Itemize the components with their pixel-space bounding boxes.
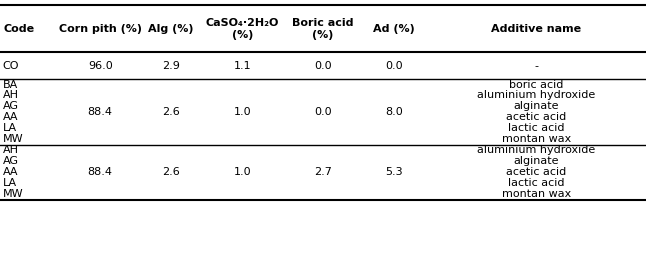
Text: montan wax: montan wax [501, 189, 571, 199]
Text: AA: AA [3, 167, 18, 177]
Text: 0.0: 0.0 [314, 61, 332, 71]
Text: AA: AA [3, 112, 18, 122]
Text: LA: LA [3, 178, 17, 188]
Text: 2.9: 2.9 [162, 61, 180, 71]
Text: 0.0: 0.0 [314, 107, 332, 117]
Text: acetic acid: acetic acid [506, 167, 567, 177]
Text: Additive name: Additive name [491, 24, 581, 34]
Text: acetic acid: acetic acid [506, 112, 567, 122]
Text: 88.4: 88.4 [88, 167, 112, 177]
Text: 8.0: 8.0 [385, 107, 403, 117]
Text: Code: Code [3, 24, 34, 34]
Text: Ad (%): Ad (%) [373, 24, 415, 34]
Text: Boric acid
(%): Boric acid (%) [292, 18, 354, 40]
Text: 2.7: 2.7 [314, 167, 332, 177]
Text: MW: MW [3, 134, 23, 144]
Text: CO: CO [3, 61, 19, 71]
Text: 1.0: 1.0 [233, 167, 251, 177]
Text: alginate: alginate [514, 101, 559, 111]
Text: 0.0: 0.0 [385, 61, 403, 71]
Text: 1.1: 1.1 [233, 61, 251, 71]
Text: -: - [534, 61, 538, 71]
Text: 2.6: 2.6 [162, 107, 180, 117]
Text: BA: BA [3, 80, 18, 90]
Text: AG: AG [3, 101, 19, 111]
Text: 5.3: 5.3 [385, 167, 403, 177]
Text: AG: AG [3, 156, 19, 166]
Text: boric acid: boric acid [509, 80, 563, 90]
Text: montan wax: montan wax [501, 134, 571, 144]
Text: Corn pith (%): Corn pith (%) [59, 24, 141, 34]
Text: 96.0: 96.0 [88, 61, 112, 71]
Text: LA: LA [3, 123, 17, 133]
Text: alginate: alginate [514, 156, 559, 166]
Text: 1.0: 1.0 [233, 107, 251, 117]
Text: Alg (%): Alg (%) [149, 24, 194, 34]
Text: 2.6: 2.6 [162, 167, 180, 177]
Text: 88.4: 88.4 [88, 107, 112, 117]
Text: aluminium hydroxide: aluminium hydroxide [477, 145, 596, 155]
Text: AH: AH [3, 91, 19, 100]
Text: lactic acid: lactic acid [508, 178, 565, 188]
Text: MW: MW [3, 189, 23, 199]
Text: AH: AH [3, 145, 19, 155]
Text: CaSO₄·2H₂O
(%): CaSO₄·2H₂O (%) [205, 18, 279, 40]
Text: aluminium hydroxide: aluminium hydroxide [477, 91, 596, 100]
Text: lactic acid: lactic acid [508, 123, 565, 133]
